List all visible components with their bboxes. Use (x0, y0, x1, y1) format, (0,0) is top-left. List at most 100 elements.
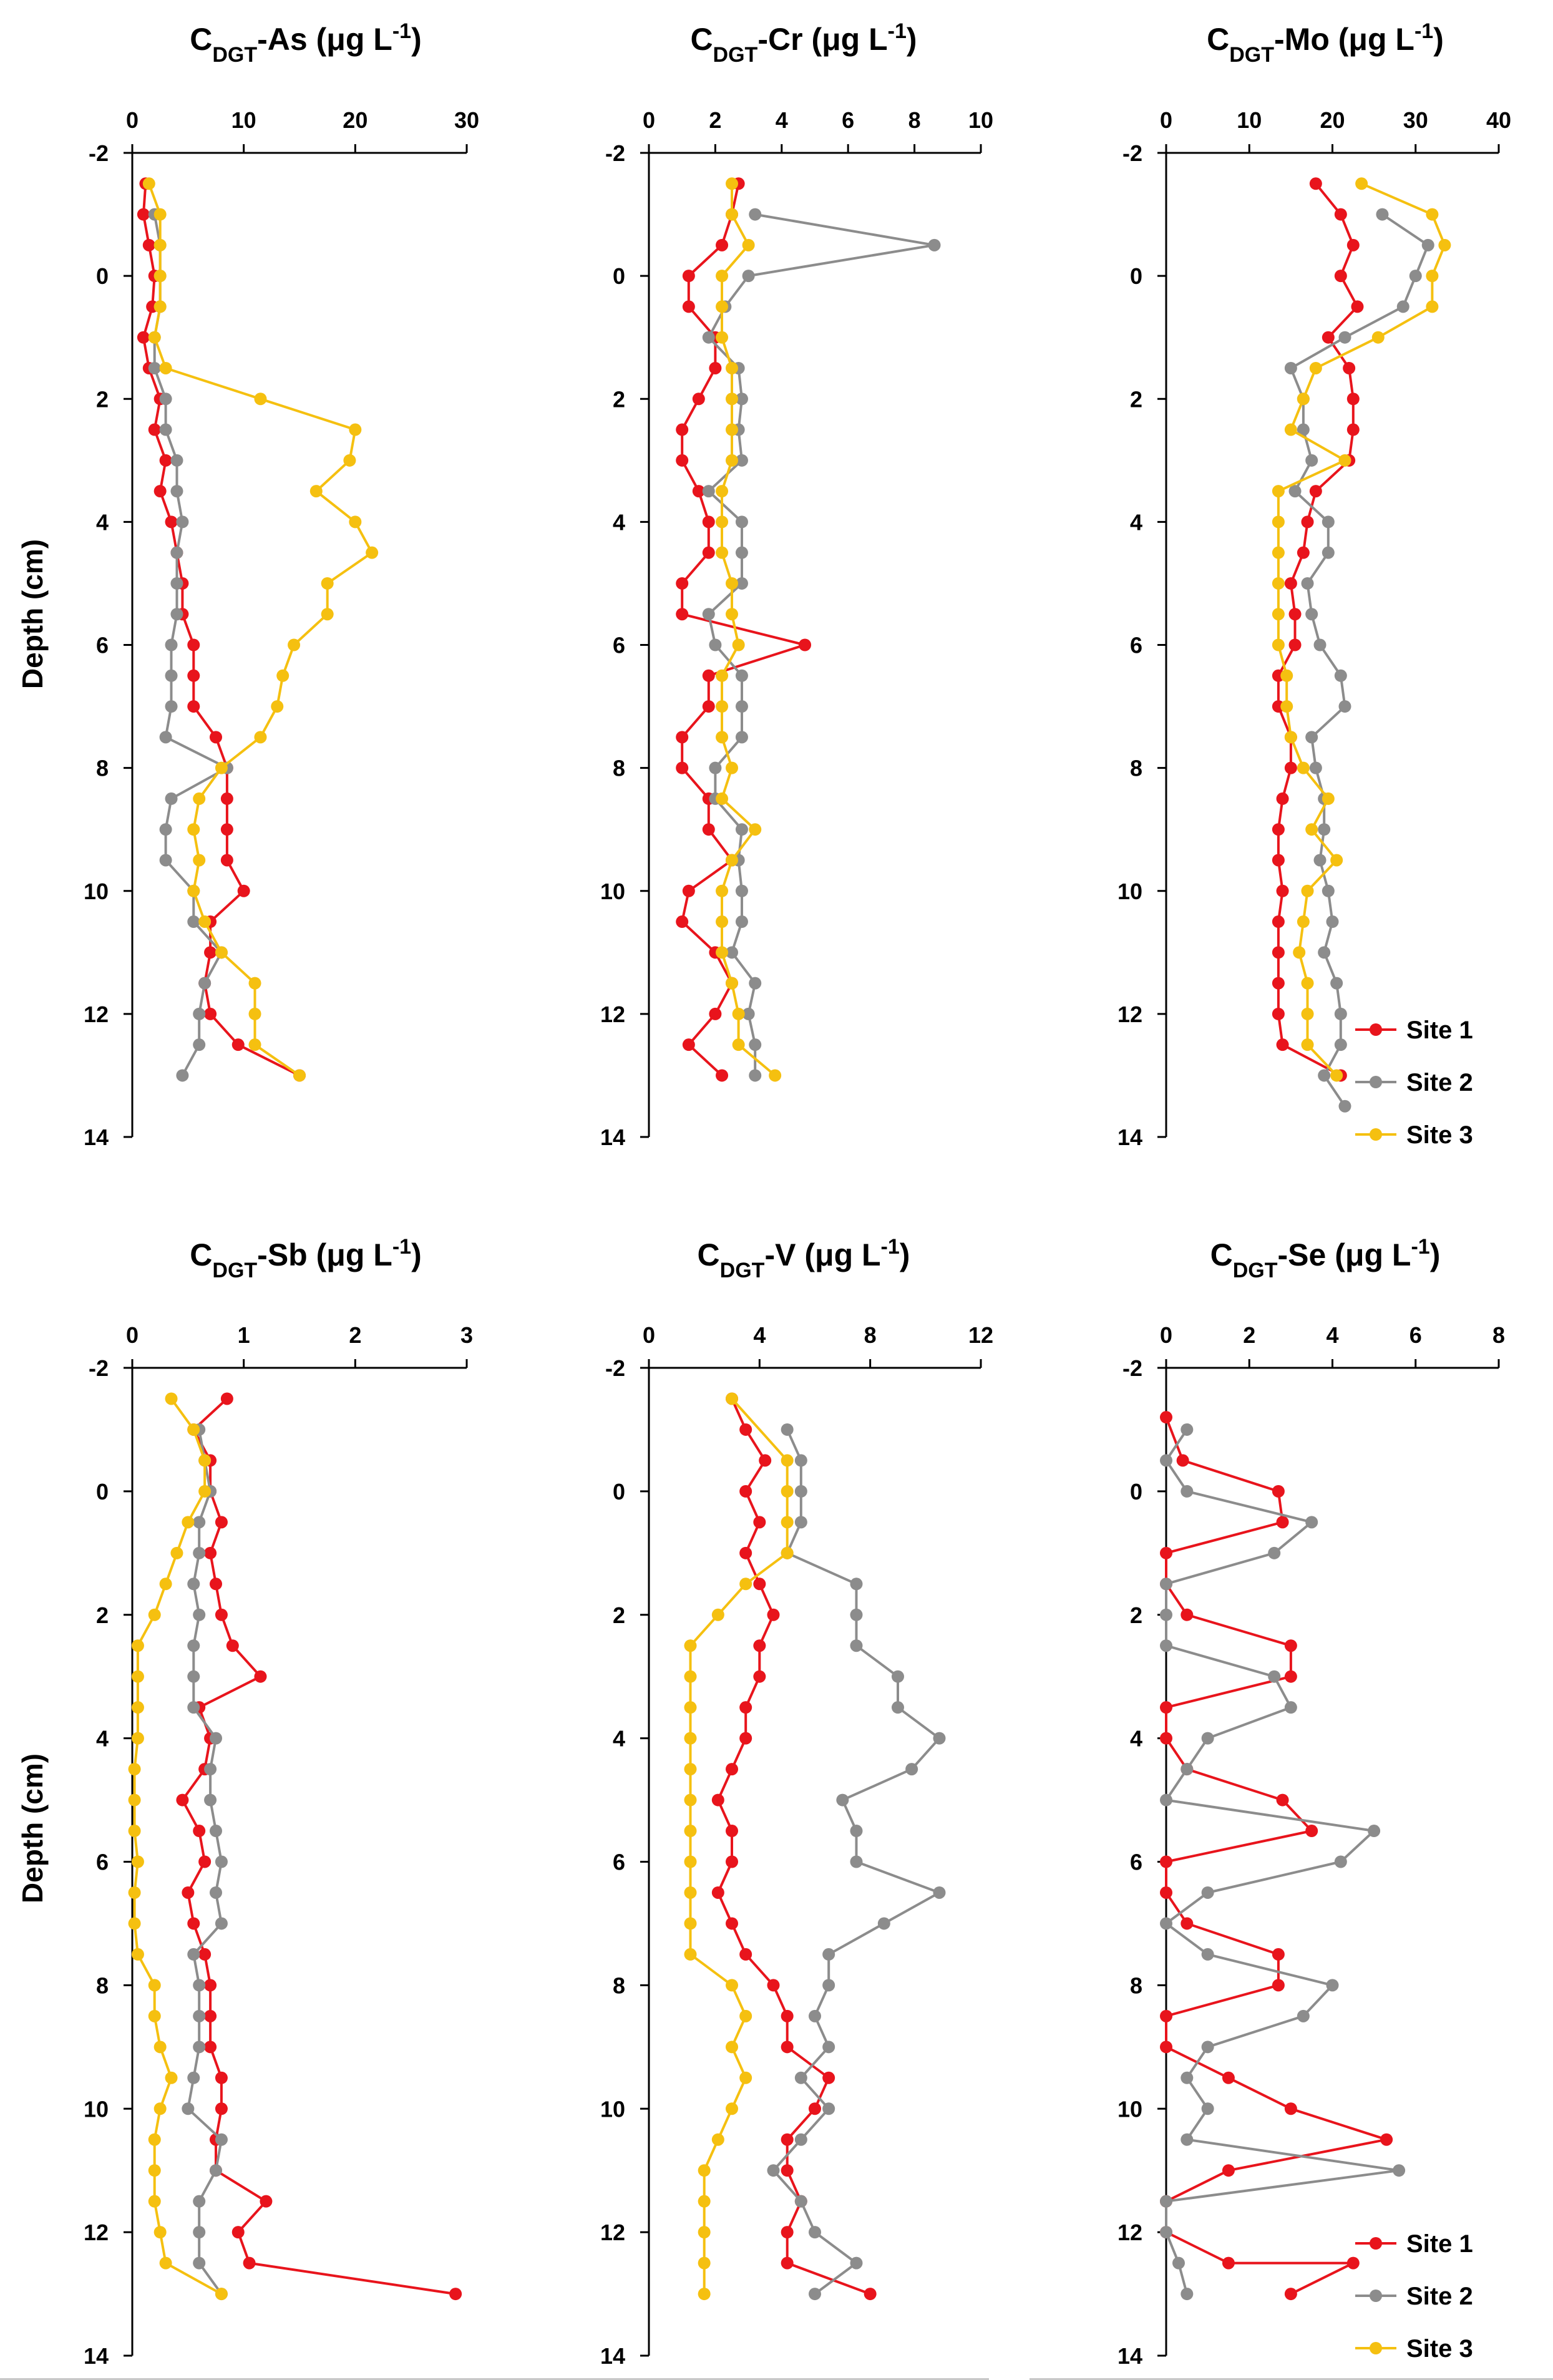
data-point-site-2 (187, 915, 200, 929)
data-point-site-2 (822, 1948, 835, 1961)
series-line-site-1 (142, 183, 300, 1077)
data-point-site-3 (215, 946, 228, 959)
data-point-site-3 (198, 1485, 212, 1498)
title-part: DGT (713, 43, 758, 67)
data-point-site-1 (702, 823, 715, 836)
data-point-site-1 (1272, 1979, 1285, 1992)
data-point-site-2 (170, 546, 183, 559)
data-point-site-2 (193, 1546, 206, 1559)
x-tick-label: 30 (454, 107, 479, 133)
y-tick-label: 6 (1130, 1850, 1142, 1875)
y-tick-label: 2 (96, 386, 109, 412)
data-point-site-3 (131, 1701, 144, 1714)
data-point-site-1 (1309, 177, 1322, 190)
data-point-site-1 (864, 2288, 877, 2301)
data-point-site-1 (148, 423, 161, 436)
data-point-site-3 (698, 2288, 711, 2301)
title-part: C (690, 22, 713, 57)
data-point-site-2 (1297, 2009, 1310, 2022)
data-point-site-2 (809, 2226, 821, 2239)
y-tick-label: 4 (613, 1726, 625, 1752)
data-point-site-2 (749, 208, 762, 221)
chart-title: CDGT-Mo (μg L-1) (1207, 19, 1444, 67)
title-part: ) (900, 1237, 910, 1272)
data-point-site-3 (349, 515, 362, 529)
data-point-site-2 (165, 792, 178, 805)
legend-label-site-3: Site 3 (1406, 2335, 1473, 2363)
data-point-site-3 (726, 608, 738, 621)
data-point-site-1 (1284, 2288, 1297, 2301)
data-point-site-1 (159, 454, 172, 467)
data-point-site-2 (1309, 761, 1322, 774)
data-point-site-1 (1181, 1608, 1194, 1621)
data-point-site-3 (1330, 854, 1343, 867)
data-point-site-1 (1346, 423, 1360, 436)
y-tick-label: 2 (613, 386, 625, 412)
data-point-site-1 (1160, 1855, 1172, 1868)
data-point-site-2 (1338, 1100, 1351, 1113)
data-point-site-2 (187, 1948, 200, 1961)
data-point-site-3 (165, 1392, 178, 1405)
data-point-site-2 (159, 823, 172, 836)
data-point-site-1 (237, 884, 250, 897)
data-point-site-2 (204, 1763, 217, 1776)
data-point-site-3 (148, 2009, 161, 2022)
data-point-site-2 (176, 1069, 189, 1082)
x-tick-label: 8 (864, 1322, 877, 1348)
data-point-site-3 (165, 2071, 178, 2084)
data-point-site-3 (193, 854, 206, 867)
data-point-site-2 (187, 1670, 200, 1683)
data-point-site-3 (148, 1979, 161, 1992)
y-axis-label-bottom: Depth (cm) (16, 1753, 49, 1903)
data-point-site-2 (187, 2071, 200, 2084)
data-point-site-3 (128, 1793, 141, 1807)
data-point-site-2 (1334, 669, 1347, 682)
x-tick-label: 0 (1160, 1322, 1172, 1348)
y-tick-label: 0 (96, 1479, 109, 1505)
data-point-site-1 (702, 546, 715, 559)
data-point-site-1 (753, 1670, 766, 1683)
series-line-site-1 (716, 1398, 871, 2295)
title-part: -Mo (1274, 22, 1330, 57)
data-point-site-1 (215, 2071, 228, 2084)
data-point-site-3 (1301, 884, 1314, 897)
data-point-site-1 (220, 1392, 233, 1405)
data-point-site-1 (198, 1855, 212, 1868)
data-point-site-1 (702, 700, 715, 713)
data-point-site-3 (309, 485, 323, 498)
data-point-site-2 (1201, 1886, 1214, 1899)
data-point-site-2 (215, 1917, 228, 1930)
x-tick-label: 6 (842, 107, 854, 133)
panel-separator-right (1030, 2378, 1553, 2380)
data-point-site-1 (204, 2041, 217, 2054)
data-point-site-2 (1172, 2256, 1185, 2270)
title-part: (μg L (803, 22, 888, 57)
data-point-site-3 (739, 2071, 752, 2084)
data-point-site-3 (182, 1516, 195, 1529)
data-point-site-3 (684, 1793, 697, 1807)
data-point-site-3 (366, 546, 379, 559)
y-tick-label: -2 (1122, 140, 1142, 166)
data-point-site-1 (210, 1578, 222, 1591)
y-tick-label: -2 (89, 1355, 109, 1381)
data-point-site-2 (822, 1979, 835, 1992)
data-point-site-1 (1343, 361, 1356, 374)
x-tick-label: 10 (231, 107, 256, 133)
series-line-site-3 (689, 1398, 789, 2295)
data-point-site-2 (822, 2102, 835, 2115)
y-tick-label: 0 (613, 263, 625, 289)
data-point-site-2 (794, 1516, 807, 1529)
series-line-site-1 (181, 1398, 456, 2296)
data-point-site-3 (1293, 946, 1306, 959)
data-point-site-1 (739, 1701, 752, 1714)
y-tick-label: 6 (613, 1850, 625, 1875)
data-point-site-3 (716, 485, 729, 498)
data-point-site-2 (794, 2071, 807, 2084)
data-point-site-2 (1396, 300, 1409, 313)
data-point-site-1 (1288, 638, 1302, 651)
y-tick-label: -2 (605, 1355, 625, 1381)
data-point-site-1 (1334, 208, 1347, 221)
data-point-site-2 (1160, 1608, 1172, 1621)
data-point-site-2 (709, 638, 722, 651)
data-point-site-3 (131, 1670, 144, 1683)
